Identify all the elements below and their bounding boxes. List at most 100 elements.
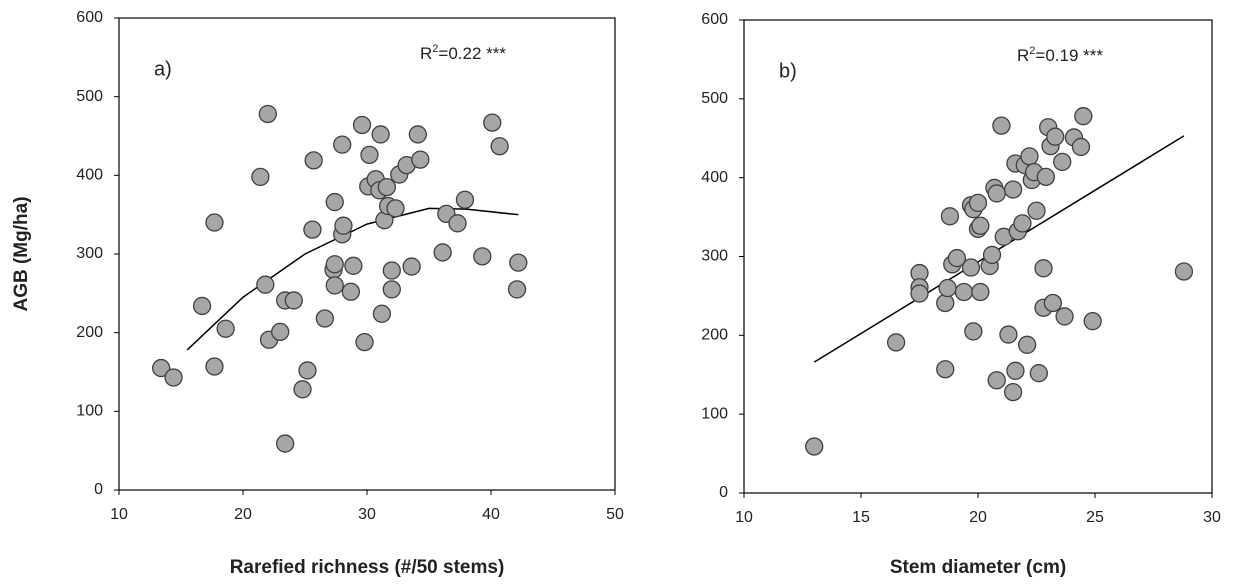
plot-frame <box>118 17 616 491</box>
point <box>936 360 955 379</box>
point <box>964 322 983 341</box>
x-tick-label: 40 <box>482 506 500 523</box>
y-tick-label: 400 <box>76 167 103 184</box>
y-tick-label: 100 <box>701 405 728 422</box>
x-tick-label: 30 <box>358 506 376 523</box>
plot-frame <box>743 19 1213 494</box>
point <box>1055 307 1074 326</box>
point <box>1034 259 1053 278</box>
r-sup: 2 <box>1029 45 1035 57</box>
point <box>325 276 344 295</box>
point <box>1071 137 1091 157</box>
point <box>352 115 372 135</box>
x-tick-label: 50 <box>606 506 624 523</box>
point <box>971 282 990 302</box>
point <box>256 275 275 294</box>
point <box>276 434 295 453</box>
y-tick-label: 500 <box>701 90 728 107</box>
point <box>1017 335 1037 354</box>
point <box>1083 311 1102 331</box>
point <box>886 333 906 352</box>
panel-label: a) <box>154 58 172 80</box>
point <box>325 255 344 274</box>
point <box>805 437 824 456</box>
point <box>987 184 1006 203</box>
point <box>1174 262 1194 281</box>
point <box>293 380 312 399</box>
point <box>377 177 396 197</box>
point <box>509 253 528 272</box>
point <box>304 151 323 170</box>
point <box>344 256 363 275</box>
point <box>473 247 492 266</box>
panel-label: b) <box>779 60 797 82</box>
point <box>1027 201 1046 220</box>
r-base: R <box>420 44 432 63</box>
point <box>1013 214 1032 233</box>
point <box>910 284 929 303</box>
point <box>938 278 957 298</box>
point <box>987 371 1006 390</box>
point <box>992 116 1011 135</box>
x-axis-title: Rarefied richness (#/50 stems) <box>230 557 505 578</box>
y-tick-label: 200 <box>701 327 728 344</box>
point <box>954 282 974 302</box>
x-tick-label: 25 <box>1086 509 1104 526</box>
point <box>216 319 235 338</box>
point <box>334 216 353 235</box>
point <box>455 190 475 209</box>
point <box>298 361 317 380</box>
point <box>1003 180 1023 199</box>
fit-line <box>813 135 1185 363</box>
point <box>1046 127 1065 146</box>
r-squared: R2=0.22 *** <box>420 43 506 64</box>
point <box>1020 147 1039 166</box>
point <box>433 243 452 262</box>
point <box>936 293 955 313</box>
point <box>258 104 277 124</box>
y-tick-label: 200 <box>76 324 103 341</box>
point <box>483 113 502 132</box>
point <box>382 280 401 299</box>
r-rest: =0.22 *** <box>438 44 506 63</box>
point <box>192 296 212 316</box>
point <box>205 213 224 232</box>
x-tick-label: 10 <box>110 506 128 523</box>
point <box>315 309 334 328</box>
point <box>1029 364 1048 383</box>
point <box>982 245 1002 265</box>
point <box>490 137 509 156</box>
point <box>1006 361 1025 380</box>
x-tick-label: 30 <box>1203 509 1221 526</box>
point <box>1003 382 1023 402</box>
x-tick-label: 15 <box>852 509 870 526</box>
point <box>411 150 430 169</box>
point <box>271 322 290 342</box>
point <box>341 282 361 301</box>
y-tick-label: 400 <box>701 169 728 186</box>
point <box>968 193 988 213</box>
point <box>999 325 1018 344</box>
point <box>940 207 960 226</box>
point <box>1043 293 1063 313</box>
y-tick-label: 500 <box>76 88 103 105</box>
point <box>448 214 467 233</box>
point <box>284 291 303 310</box>
y-axis-title: AGB (Mg/ha) <box>11 196 32 311</box>
r-squared: R2=0.19 *** <box>1017 45 1103 66</box>
y-tick-label: 600 <box>701 11 728 28</box>
x-tick-label: 20 <box>234 506 252 523</box>
x-axis-title: Stem diameter (cm) <box>890 557 1066 578</box>
r-sup: 2 <box>432 43 438 55</box>
point <box>251 167 270 187</box>
point <box>360 145 379 165</box>
point <box>325 192 344 212</box>
point <box>947 248 967 268</box>
point <box>152 358 171 378</box>
y-tick-label: 100 <box>76 403 103 420</box>
point <box>386 199 405 218</box>
point <box>1074 107 1093 126</box>
y-tick-label: 0 <box>719 484 728 501</box>
point <box>333 135 352 154</box>
